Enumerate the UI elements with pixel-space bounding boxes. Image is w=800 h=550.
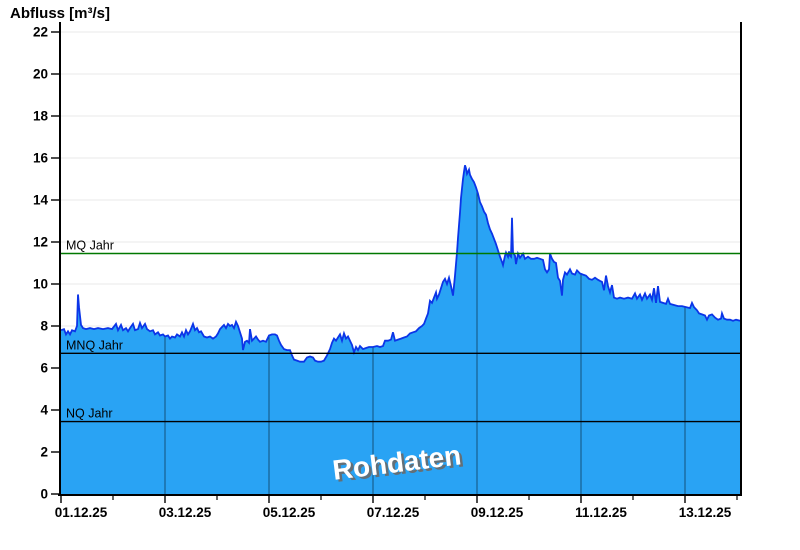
y-tick-label: 2 <box>40 445 48 460</box>
x-tick-label: 03.12.25 <box>159 505 212 520</box>
x-tick-label: 07.12.25 <box>367 505 420 520</box>
reference-line-label-mnq-jahr: MNQ Jahr <box>66 338 123 352</box>
x-tick-label: 09.12.25 <box>471 505 524 520</box>
axes <box>51 22 742 503</box>
x-tick-label: 01.12.25 <box>55 505 108 520</box>
reference-line-label-mq-jahr: MQ Jahr <box>66 239 114 253</box>
x-tick-label: 11.12.25 <box>575 505 627 520</box>
y-tick-label: 18 <box>33 109 49 124</box>
y-tick-label: 12 <box>33 235 48 250</box>
y-tick-label: 16 <box>33 151 49 166</box>
area-series-line <box>60 165 741 363</box>
y-tick-label: 22 <box>33 25 48 40</box>
y-tick-label: 8 <box>40 319 48 334</box>
chart-title: Abfluss [m³/s] <box>10 5 111 22</box>
area-series-fill <box>61 165 741 495</box>
y-tick-label: 6 <box>40 361 48 376</box>
y-tick-label: 4 <box>40 403 48 418</box>
y-tick-label: 10 <box>33 277 48 292</box>
y-tick-label: 0 <box>40 487 48 502</box>
y-tick-label: 14 <box>33 193 49 208</box>
x-tick-label: 13.12.25 <box>679 505 732 520</box>
y-tick-label: 20 <box>33 67 48 82</box>
x-tick-label: 05.12.25 <box>263 505 316 520</box>
reference-line-label-nq-jahr: NQ Jahr <box>66 407 113 421</box>
